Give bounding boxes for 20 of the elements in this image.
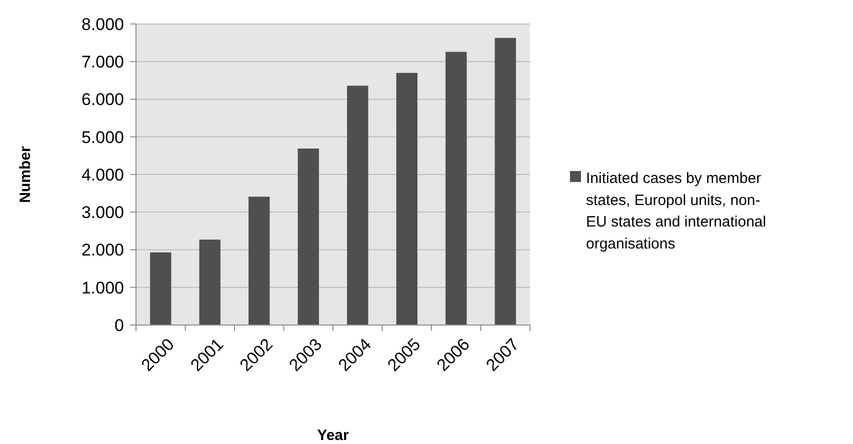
bar	[298, 148, 319, 325]
bar	[494, 38, 516, 325]
y-tick-label: 6.000	[81, 90, 124, 110]
y-tick-label: 1.000	[81, 278, 124, 298]
y-tick-label: 0	[114, 316, 124, 335]
y-tick-label: 4.000	[81, 165, 124, 184]
bar	[199, 240, 220, 325]
bar	[347, 86, 368, 325]
x-axis-title: Year	[317, 427, 350, 444]
y-tick-label: 7.000	[81, 52, 124, 72]
y-axis-title: Number	[17, 146, 34, 203]
legend-label: Initiated cases by member states, Europol units, non-EU states and international organisations	[586, 170, 766, 252]
bar	[150, 252, 172, 325]
bar	[248, 196, 270, 325]
y-tick-label: 5.000	[81, 128, 124, 147]
bar	[446, 52, 467, 325]
y-tick-label: 8.000	[81, 14, 124, 34]
bar	[396, 72, 418, 325]
y-tick-label: 3.000	[81, 203, 124, 222]
y-tick-label: 2.000	[81, 240, 124, 260]
